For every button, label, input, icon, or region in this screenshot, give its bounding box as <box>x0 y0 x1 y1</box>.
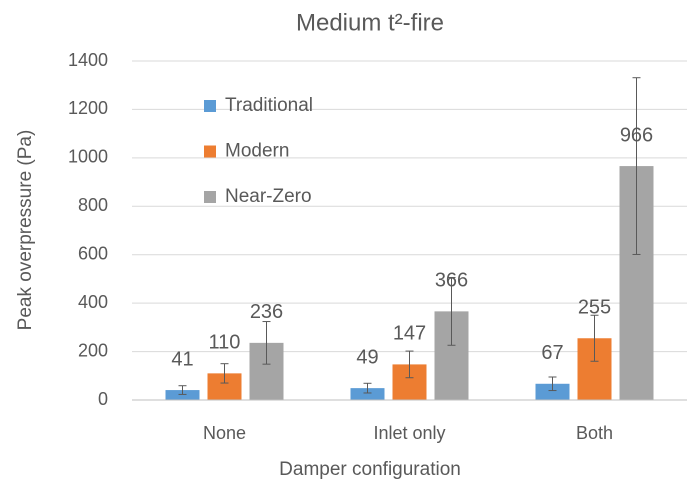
y-tick-label: 1200 <box>68 98 108 118</box>
legend-swatch <box>204 191 216 203</box>
error-bar <box>363 382 372 394</box>
x-tick-label: Inlet only <box>373 423 445 443</box>
data-label: 41 <box>171 348 193 370</box>
data-label: 67 <box>541 342 563 364</box>
chart-title: Medium t²-fire <box>296 9 444 36</box>
bar <box>350 388 385 400</box>
legend-swatch <box>204 145 216 158</box>
data-label: 966 <box>620 124 653 146</box>
legend-swatch <box>204 100 216 112</box>
error-bar <box>548 376 557 392</box>
y-tick-label: 0 <box>98 389 108 409</box>
legend-label: Near-Zero <box>225 186 312 207</box>
y-tick-label: 800 <box>78 195 108 215</box>
y-tick-label: 400 <box>78 292 108 312</box>
error-bar <box>220 363 229 384</box>
x-tick-label: Both <box>576 423 613 443</box>
y-tick-label: 200 <box>78 340 108 360</box>
data-label: 236 <box>250 301 283 323</box>
x-axis-title: Damper configuration <box>279 459 461 480</box>
error-bar <box>590 314 599 362</box>
y-tick-label: 1400 <box>68 50 108 70</box>
bar <box>165 390 200 400</box>
error-bar <box>405 350 414 379</box>
data-label: 49 <box>356 346 378 368</box>
error-bar <box>447 276 456 346</box>
data-label: 366 <box>435 270 468 292</box>
y-axis-title: Peak overpressure (Pa) <box>15 130 36 331</box>
data-label: 255 <box>578 297 611 319</box>
y-tick-label: 1000 <box>68 147 108 167</box>
bar <box>535 383 570 400</box>
error-bar <box>178 385 187 395</box>
data-label: 110 <box>209 332 241 354</box>
data-label: 147 <box>393 323 426 345</box>
legend-label: Modern <box>225 141 289 162</box>
x-tick-label: None <box>203 423 246 443</box>
legend-label: Traditional <box>225 95 313 116</box>
error-bar <box>262 321 271 365</box>
error-bar <box>632 77 641 255</box>
y-tick-label: 600 <box>78 243 108 263</box>
